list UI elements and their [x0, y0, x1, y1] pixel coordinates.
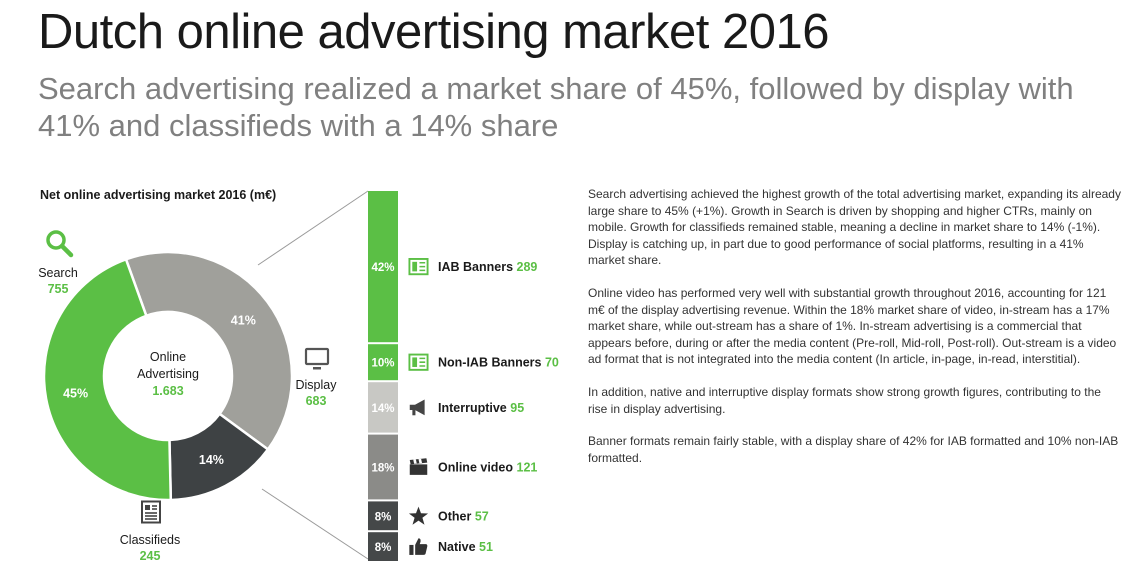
banner-icon — [408, 353, 429, 371]
donut-slice-display — [124, 250, 294, 452]
market-chart: 41% 14% 45% 42% 10% 14% 18% 8% 8% Search 755 Di… — [38, 190, 559, 563]
breakdown-value-iab-banners: 289 — [517, 260, 538, 274]
breakdown-value-interruptive: 95 — [510, 401, 524, 415]
display-label: Display — [296, 378, 338, 392]
connector-line-top — [257, 190, 369, 266]
display-value: 683 — [306, 394, 327, 408]
donut-center-line1: Online — [150, 350, 186, 364]
description-text: Search advertising achieved the highest … — [588, 186, 1123, 482]
breakdown-pct-label-other: 8% — [375, 511, 392, 523]
search-icon — [48, 232, 71, 255]
breakdown-legend-non-iab-banners: Non-IAB Banners 70 — [438, 356, 559, 370]
star-icon — [408, 506, 429, 525]
chart-title: Net online advertising market 2016 (m€) — [40, 188, 277, 202]
breakdown-pct-label-native: 8% — [375, 542, 392, 554]
donut-center-total: 1.683 — [152, 384, 183, 398]
breakdown-legend-online-video: Online video 121 — [438, 461, 537, 475]
breakdown-name-iab-banners: IAB Banners — [438, 260, 517, 274]
breakdown-value-other: 57 — [475, 509, 489, 523]
breakdown-legend-native: Native 51 — [438, 540, 493, 554]
search-value: 755 — [48, 282, 69, 296]
breakdown-value-native: 51 — [479, 540, 493, 554]
classifieds-value: 245 — [140, 549, 161, 563]
search-label: Search — [38, 266, 78, 280]
megaphone-icon — [409, 399, 425, 416]
breakdown-value-non-iab-banners: 70 — [545, 356, 559, 370]
thumbs-up-icon — [409, 538, 428, 555]
breakdown-legend: IAB Banners 289 Non-IAB Banners 70 Interru… — [408, 257, 559, 555]
breakdown-legend-interruptive: Interruptive 95 — [438, 401, 524, 415]
donut-chart: 41% 14% 45% — [42, 250, 294, 502]
breakdown-pct-label-iab-banners: 42% — [371, 262, 394, 274]
breakdown-segment-other — [368, 501, 398, 531]
classifieds-label: Classifieds — [120, 533, 180, 547]
page-title: Dutch online advertising market 2016 — [38, 5, 829, 59]
breakdown-legend-iab-banners: IAB Banners 289 — [438, 260, 537, 274]
breakdown-pct-label-non-iab-banners: 10% — [371, 358, 394, 370]
breakdown-name-non-iab-banners: Non-IAB Banners — [438, 356, 545, 370]
display-breakdown-bar: 42% 10% 14% 18% 8% 8% — [368, 191, 398, 561]
page-subtitle: Search advertising realized a market sha… — [38, 71, 1074, 143]
paragraph-4: Banner formats remain fairly stable, wit… — [588, 434, 1119, 465]
breakdown-name-native: Native — [438, 540, 479, 554]
breakdown-segment-native — [368, 532, 398, 561]
donut-center-line2: Advertising — [137, 367, 199, 381]
paragraph-1: Search advertising achieved the highest … — [588, 187, 1121, 268]
breakdown-pct-label-online-video: 18% — [371, 463, 394, 475]
donut-pct-label-display: 41% — [231, 313, 256, 327]
breakdown-segment-online-video — [368, 434, 398, 500]
connector-line-bottom — [261, 488, 369, 560]
monitor-icon — [304, 347, 330, 371]
breakdown-value-online-video: 121 — [517, 461, 538, 475]
breakdown-legend-other: Other 57 — [438, 509, 489, 523]
paragraph-2: Online video has performed very well wit… — [588, 285, 1117, 367]
breakdown-name-other: Other — [438, 509, 475, 523]
breakdown-pct-label-interruptive: 14% — [371, 403, 394, 415]
donut-pct-label-search: 45% — [63, 387, 88, 401]
donut-slice-search — [42, 257, 173, 502]
newspaper-icon — [141, 500, 161, 524]
banner-icon — [408, 257, 429, 276]
breakdown-name-interruptive: Interruptive — [438, 401, 510, 415]
donut-pct-label-classifieds: 14% — [199, 453, 224, 467]
clapperboard-icon — [409, 458, 428, 475]
breakdown-segment-iab-banners — [368, 191, 398, 343]
breakdown-name-online-video: Online video — [438, 461, 517, 475]
breakdown-segment-non-iab-banners — [368, 344, 398, 381]
breakdown-segment-interruptive — [368, 382, 398, 433]
paragraph-3: In addition, native and interruptive dis… — [588, 384, 1101, 416]
